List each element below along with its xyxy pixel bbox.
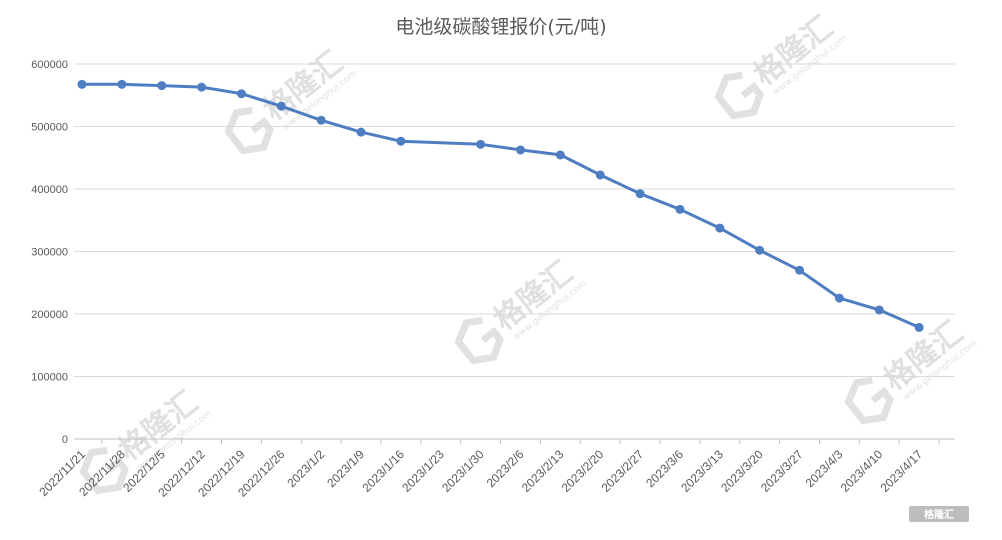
- badge-background: [909, 506, 969, 522]
- data-point: [755, 245, 765, 255]
- data-point: [874, 305, 884, 315]
- y-tick-label: 300000: [31, 247, 68, 259]
- data-point: [117, 79, 127, 89]
- watermark-logo-icon: [454, 316, 504, 365]
- data-point: [595, 170, 605, 180]
- data-point: [197, 82, 207, 92]
- x-tick-label: 2023/2/13: [519, 447, 567, 495]
- y-tick-label: 400000: [31, 184, 68, 196]
- x-tick-label: 2023/3/20: [718, 447, 766, 495]
- x-tick-label: 2023/1/2: [284, 447, 327, 490]
- watermark-logo-icon: [79, 446, 129, 495]
- x-tick-label: 2023/1/30: [439, 447, 487, 495]
- data-point: [834, 293, 844, 303]
- x-tick-label: 2023/2/27: [599, 447, 647, 495]
- data-point: [77, 79, 87, 89]
- x-tick-label: 2023/2/20: [559, 447, 607, 495]
- x-axis: 2022/11/212022/11/282022/12/52022/12/122…: [36, 438, 955, 500]
- corner-badge: 格隆汇: [909, 506, 969, 522]
- data-point: [715, 223, 725, 233]
- y-tick-label: 0: [62, 434, 68, 446]
- data-point: [236, 89, 246, 99]
- y-tick-label: 100000: [31, 372, 68, 384]
- data-point: [635, 189, 645, 199]
- y-tick-label: 600000: [31, 59, 68, 71]
- x-tick-label: 2023/3/13: [678, 447, 726, 495]
- x-tick-label: 2023/1/16: [359, 447, 407, 495]
- data-point: [555, 150, 565, 160]
- data-point: [396, 136, 406, 146]
- data-point: [675, 204, 685, 214]
- x-tick-label: 2023/4/10: [838, 447, 886, 495]
- data-point: [515, 145, 525, 155]
- series-line: [80, 82, 921, 329]
- y-axis: 0 100000 200000 300000 400000 500000 600000: [31, 59, 68, 446]
- y-tick-label: 200000: [31, 309, 68, 321]
- x-tick-label: 2023/3/27: [758, 447, 806, 495]
- data-point: [914, 322, 924, 332]
- chart-title: 电池级碳酸锂报价(元/吨): [395, 16, 606, 38]
- badge-text: 格隆汇: [924, 508, 954, 521]
- data-point: [157, 81, 167, 91]
- data-point: [276, 101, 286, 111]
- data-point: [795, 265, 805, 275]
- watermark-logo-icon: [844, 376, 894, 425]
- data-point: [356, 127, 366, 137]
- gridlines: [74, 63, 955, 377]
- data-point: [316, 115, 326, 125]
- data-point: [476, 139, 486, 149]
- watermark-logo-icon: [224, 106, 274, 155]
- series-layer: [77, 79, 924, 332]
- x-tick-label: 2023/4/17: [878, 447, 926, 495]
- y-tick-label: 500000: [31, 122, 68, 134]
- x-tick-label: 2023/1/23: [399, 447, 447, 495]
- watermark-logo-icon: [714, 71, 764, 120]
